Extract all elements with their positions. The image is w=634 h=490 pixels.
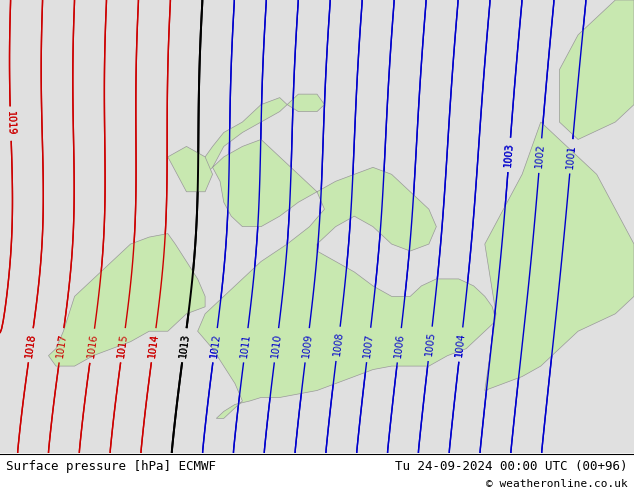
Text: 1003: 1003 bbox=[503, 142, 515, 168]
Text: 1005: 1005 bbox=[424, 331, 437, 357]
Polygon shape bbox=[168, 147, 212, 192]
Text: 1019: 1019 bbox=[5, 111, 16, 136]
Text: 1010: 1010 bbox=[270, 333, 283, 358]
Text: 1006: 1006 bbox=[393, 333, 406, 358]
Text: 1017: 1017 bbox=[55, 332, 68, 358]
Text: 1002: 1002 bbox=[534, 143, 547, 169]
Text: Surface pressure [hPa] ECMWF: Surface pressure [hPa] ECMWF bbox=[6, 460, 216, 473]
Text: 1013: 1013 bbox=[178, 333, 191, 358]
Text: 1011: 1011 bbox=[239, 333, 252, 358]
Polygon shape bbox=[48, 234, 205, 366]
Text: 1015: 1015 bbox=[117, 332, 129, 358]
Text: 1009: 1009 bbox=[301, 333, 314, 358]
Text: 1019: 1019 bbox=[5, 111, 16, 136]
Text: 1017: 1017 bbox=[55, 332, 68, 358]
Text: 1002: 1002 bbox=[534, 143, 547, 169]
Text: 1008: 1008 bbox=[332, 331, 344, 357]
Text: 1004: 1004 bbox=[455, 332, 467, 357]
Text: 1004: 1004 bbox=[455, 332, 467, 357]
Text: 1016: 1016 bbox=[86, 333, 99, 359]
Text: 1016: 1016 bbox=[86, 333, 99, 359]
Text: 1018: 1018 bbox=[24, 332, 37, 358]
Text: 1008: 1008 bbox=[332, 331, 344, 357]
Polygon shape bbox=[198, 98, 496, 418]
Text: 1012: 1012 bbox=[209, 332, 222, 358]
Text: 1011: 1011 bbox=[239, 333, 252, 358]
Text: © weatheronline.co.uk: © weatheronline.co.uk bbox=[486, 480, 628, 490]
Text: 1001: 1001 bbox=[566, 144, 578, 169]
Text: 1018: 1018 bbox=[24, 332, 37, 358]
Text: 1009: 1009 bbox=[301, 333, 314, 358]
Polygon shape bbox=[485, 122, 634, 391]
Text: 1014: 1014 bbox=[147, 332, 160, 358]
Text: Tu 24-09-2024 00:00 UTC (00+96): Tu 24-09-2024 00:00 UTC (00+96) bbox=[395, 460, 628, 473]
Text: 1003: 1003 bbox=[503, 142, 515, 168]
Text: 1001: 1001 bbox=[566, 144, 578, 169]
Text: 1015: 1015 bbox=[117, 332, 129, 358]
Text: 1014: 1014 bbox=[147, 332, 160, 358]
Text: 1007: 1007 bbox=[362, 332, 375, 358]
Text: 1005: 1005 bbox=[424, 331, 437, 357]
Text: 1006: 1006 bbox=[393, 333, 406, 358]
Polygon shape bbox=[287, 94, 325, 112]
Text: 1012: 1012 bbox=[209, 332, 222, 358]
Polygon shape bbox=[559, 0, 634, 140]
Text: 1013: 1013 bbox=[178, 333, 191, 358]
Text: 1007: 1007 bbox=[362, 332, 375, 358]
Text: 1010: 1010 bbox=[270, 333, 283, 358]
